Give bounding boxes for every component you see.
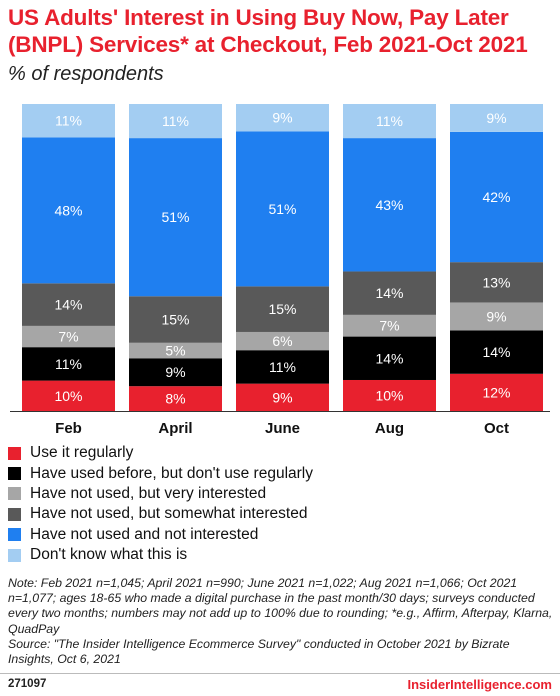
legend-swatch	[8, 487, 21, 501]
data-label: 48%	[54, 202, 82, 218]
data-label: 13%	[482, 274, 510, 290]
legend-label: Have not used and not interested	[30, 525, 259, 543]
bar-segment	[22, 380, 115, 411]
data-label: 9%	[486, 308, 506, 324]
data-label: 14%	[375, 285, 403, 301]
bar-segment	[129, 138, 222, 297]
data-label: 11%	[269, 359, 296, 375]
stacked-bar-chart: 10% 11% 7% 14% 48% 11% Feb 8% 9% 5% 15% 51% 11% April…	[10, 104, 550, 437]
bar-segment	[22, 325, 115, 348]
bar-segment	[236, 331, 329, 351]
chart-id: 271097	[8, 678, 47, 690]
bar-segment	[236, 104, 329, 132]
legend-swatch	[8, 548, 21, 562]
legend-swatch	[8, 528, 21, 542]
footnote-source: Source: "The Insider Intelligence Ecomme…	[8, 636, 510, 667]
legend-swatch	[8, 446, 21, 460]
bar-segment	[22, 137, 115, 284]
bar-segment	[450, 373, 543, 411]
bar-segment	[450, 131, 543, 263]
data-label: 7%	[58, 329, 78, 345]
bar-segment	[129, 104, 222, 139]
data-label: 9%	[272, 389, 292, 405]
bar-segment	[343, 336, 436, 380]
bar-segment	[343, 138, 436, 272]
bar-segment	[450, 330, 543, 374]
legend-item: Have used before, but don't use regularl…	[8, 463, 313, 483]
bar-segment	[129, 358, 222, 387]
bar-segment	[343, 104, 436, 139]
chart-footnote: Note: Feb 2021 n=1,045; April 2021 n=990…	[8, 576, 556, 667]
x-tick-label: Feb	[55, 420, 82, 437]
data-label: 11%	[162, 113, 189, 129]
footer-divider	[0, 673, 560, 674]
bar-segment	[343, 271, 436, 315]
brand-logo-text: InsiderIntelligence.com	[407, 677, 553, 692]
bar-segment	[450, 262, 543, 303]
data-label: 10%	[54, 388, 82, 404]
legend-label: Have not used, but very interested	[30, 484, 267, 502]
x-tick-label: April	[158, 420, 192, 437]
legend-item: Have not used, but somewhat interested	[8, 504, 313, 524]
data-label: 42%	[482, 189, 510, 205]
bar-segment	[129, 342, 222, 359]
data-label: 8%	[165, 391, 185, 407]
chart-title: US Adults' Interest in Using Buy Now, Pa…	[8, 5, 528, 57]
legend-label: Have used before, but don't use regularl…	[30, 464, 313, 482]
data-label: 14%	[54, 297, 82, 313]
legend-item: Use it regularly	[8, 443, 313, 463]
data-label: 9%	[486, 110, 506, 126]
bar-segment	[236, 131, 329, 287]
legend-item: Have not used and not interested	[8, 525, 313, 545]
x-tick-label: Oct	[484, 420, 509, 437]
legend-swatch	[8, 467, 21, 481]
bar-segment	[129, 296, 222, 343]
data-label: 43%	[375, 197, 403, 213]
bar-segment	[450, 104, 543, 132]
chart-subtitle: % of respondents	[8, 63, 164, 85]
bar-segment	[343, 379, 436, 411]
legend-item: Don't know what this is	[8, 545, 313, 565]
data-label: 11%	[55, 356, 82, 372]
data-label: 11%	[55, 113, 82, 129]
data-label: 11%	[376, 113, 403, 129]
data-label: 9%	[272, 110, 292, 126]
legend-item: Have not used, but very interested	[8, 484, 313, 504]
data-label: 5%	[165, 343, 185, 359]
x-tick-label: June	[265, 420, 300, 437]
bar-segment	[22, 104, 115, 138]
data-label: 14%	[482, 344, 510, 360]
bar-segment	[129, 386, 222, 411]
bar-segment	[236, 286, 329, 332]
data-label: 6%	[272, 333, 292, 349]
bar-segment	[22, 283, 115, 326]
data-label: 9%	[165, 364, 185, 380]
x-tick-label: Aug	[375, 420, 404, 437]
data-label: 7%	[379, 318, 399, 334]
bar-segment	[343, 314, 436, 337]
data-label: 14%	[375, 350, 403, 366]
chart-legend: Use it regularly Have used before, but do…	[8, 443, 313, 565]
data-label: 10%	[375, 387, 403, 403]
data-label: 12%	[482, 384, 510, 400]
bar-segment	[450, 302, 543, 331]
bar-segment	[22, 347, 115, 381]
bar-segment	[236, 350, 329, 384]
data-label: 51%	[161, 209, 189, 225]
legend-label: Use it regularly	[30, 444, 134, 462]
legend-label: Have not used, but somewhat interested	[30, 505, 308, 523]
footnote-note: Note: Feb 2021 n=1,045; April 2021 n=990…	[8, 576, 553, 636]
data-label: 15%	[161, 312, 189, 328]
bar-segment	[236, 383, 329, 411]
legend-swatch	[8, 507, 21, 521]
legend-label: Don't know what this is	[30, 546, 188, 564]
data-label: 51%	[268, 201, 296, 217]
data-label: 15%	[268, 301, 296, 317]
